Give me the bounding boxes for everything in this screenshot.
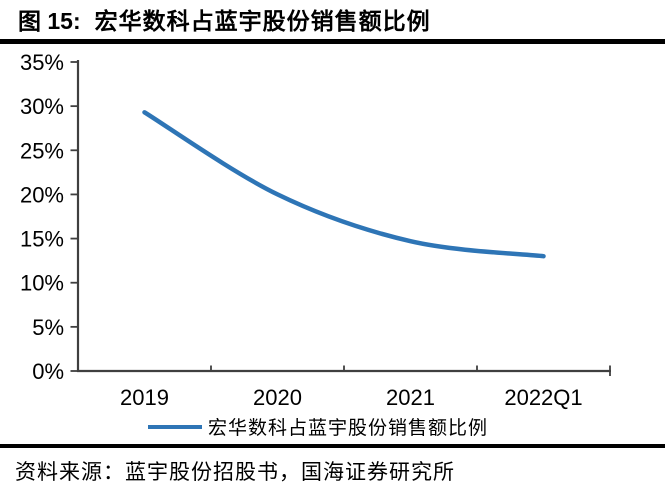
series-line: [142, 110, 546, 259]
y-tick-label: 10%: [20, 271, 64, 296]
x-tick-label: 2019: [120, 385, 169, 410]
figure-number: 图 15:: [18, 8, 81, 34]
figure-title-text: 宏华数科占蓝宇股份销售额比例: [94, 8, 431, 34]
footer-divider: [0, 444, 665, 448]
y-tick-label: 15%: [20, 227, 64, 252]
y-tick-label: 35%: [20, 50, 64, 75]
line-chart: 0% 5% 10% 15% 20% 25% 30% 35% 2019 2020 2021 2022Q1…: [20, 50, 611, 439]
y-tick-label: 25%: [20, 138, 64, 163]
y-tick-label: 0%: [32, 359, 64, 384]
title-divider: [0, 39, 665, 44]
legend-label: 宏华数科占蓝宇股份销售额比例: [208, 417, 488, 439]
figure-title: 图 15: 宏华数科占蓝宇股份销售额比例: [0, 0, 665, 36]
y-tick-label: 5%: [32, 315, 64, 340]
chart-legend: 宏华数科占蓝宇股份销售额比例: [148, 417, 488, 439]
y-tick-label: 20%: [20, 182, 64, 207]
x-tick-label: 2020: [253, 385, 302, 410]
y-tick-label: 30%: [20, 94, 64, 119]
x-tick-label: 2021: [386, 385, 435, 410]
x-tick-label: 2022Q1: [504, 385, 582, 410]
source-note: 资料来源：蓝宇股份招股书，国海证券研究所: [15, 460, 455, 484]
plot-area: 0% 5% 10% 15% 20% 25% 30% 35% 2019 2020 2021 2022Q1: [20, 50, 611, 410]
